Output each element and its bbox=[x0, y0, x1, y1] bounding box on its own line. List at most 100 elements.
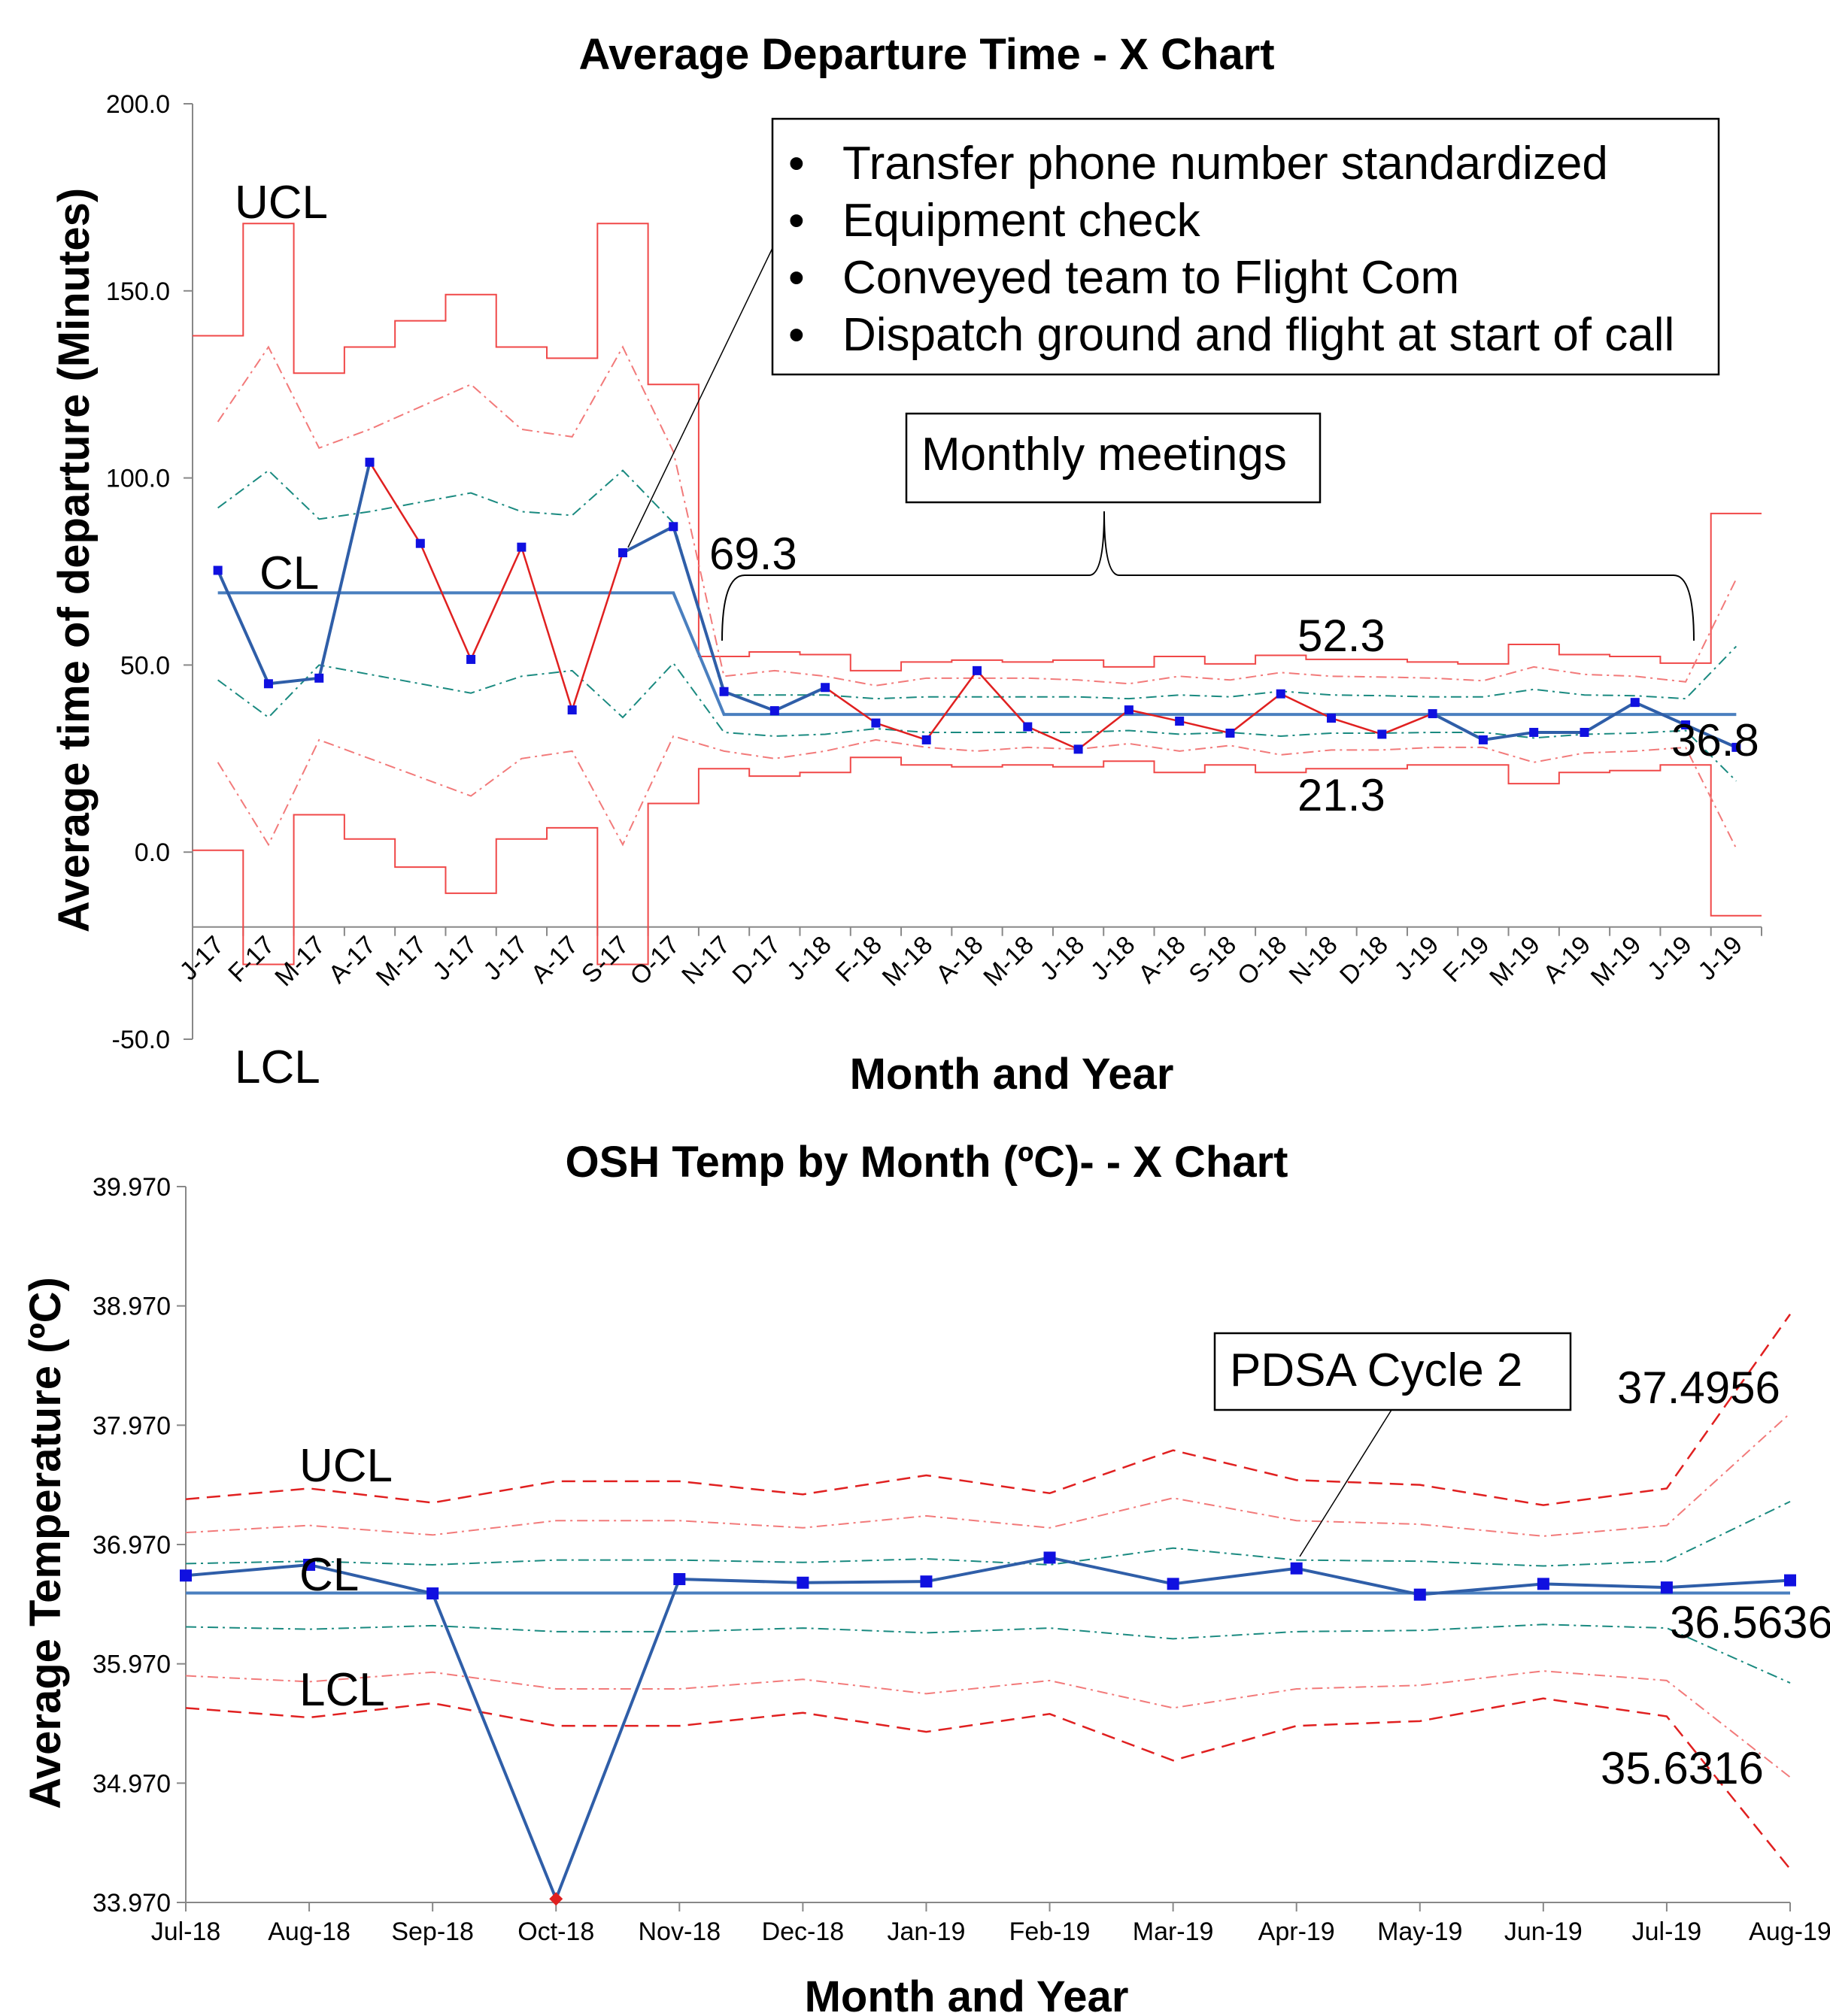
departure-callout-list: • Transfer phone number standardized • E… bbox=[788, 138, 1674, 361]
departure-cl-value: 69.3 bbox=[709, 529, 797, 579]
data-point bbox=[1073, 744, 1083, 754]
y-tick-label: 34.970 bbox=[93, 1769, 171, 1798]
data-segment bbox=[1027, 726, 1079, 750]
data-segment bbox=[419, 543, 472, 660]
y-tick-label: -50.0 bbox=[112, 1026, 171, 1054]
x-tick-label: J-19 bbox=[1692, 931, 1748, 987]
temperature-y-axis-label: Average Temperature (ºC) bbox=[21, 1277, 70, 1809]
departure-callout-item-4: Dispatch ground and flight at start of c… bbox=[842, 309, 1674, 361]
departure-lcl-label: LCL bbox=[235, 1041, 320, 1093]
data-point bbox=[1290, 1562, 1303, 1575]
data-point bbox=[797, 1576, 809, 1589]
y-tick-label: 35.970 bbox=[93, 1651, 171, 1679]
temperature-data-series bbox=[180, 1551, 1796, 1906]
data-point bbox=[1175, 717, 1185, 726]
x-tick-label: Sep-18 bbox=[391, 1917, 474, 1946]
x-tick-label: J-19 bbox=[1389, 931, 1445, 987]
y-tick-label: 50.0 bbox=[120, 651, 170, 680]
x-tick-label: May-19 bbox=[1377, 1917, 1462, 1946]
y-tick-label: 150.0 bbox=[106, 277, 170, 306]
data-segment bbox=[1179, 720, 1231, 735]
x-tick-label: J-17 bbox=[427, 931, 483, 987]
pdsa-callout-box bbox=[1213, 1332, 1572, 1411]
data-segment bbox=[1685, 723, 1737, 749]
data-point bbox=[567, 705, 577, 715]
data-segment bbox=[268, 676, 320, 686]
x-tick-label: D-17 bbox=[727, 931, 787, 990]
x-tick-label: Oct-18 bbox=[517, 1917, 594, 1946]
data-point bbox=[921, 735, 931, 744]
data-point bbox=[180, 1569, 192, 1582]
data-segment bbox=[1431, 712, 1484, 741]
data-segment bbox=[723, 690, 775, 712]
data-point bbox=[415, 538, 425, 548]
data-point bbox=[365, 457, 375, 467]
departure-callout-item-1: Transfer phone number standardized bbox=[842, 138, 1608, 189]
upper-2sigma-line bbox=[217, 345, 1737, 687]
x-tick-label: D-18 bbox=[1334, 931, 1394, 990]
data-point bbox=[769, 706, 779, 716]
temperature-y-ticks: 39.970 38.970 37.970 36.970 35.970 34.970 33.9… bbox=[93, 1173, 171, 1917]
data-point bbox=[426, 1587, 439, 1600]
data-point bbox=[1023, 722, 1033, 732]
departure-cl-value-2: 36.8 bbox=[1671, 715, 1759, 765]
temperature-lcl-value: 35.6316 bbox=[1601, 1743, 1764, 1793]
x-tick-label: S-18 bbox=[1183, 931, 1242, 990]
data-point bbox=[213, 565, 223, 575]
departure-chart-title: Average Departure Time - X Chart bbox=[578, 30, 1274, 79]
temperature-axes bbox=[177, 1186, 1791, 1911]
y-tick-label: 38.970 bbox=[93, 1293, 171, 1321]
x-tick-label: Dec-18 bbox=[762, 1917, 845, 1946]
ucl-line bbox=[193, 223, 1762, 671]
departure-y-axis-label: Average time of departure (Minutes) bbox=[50, 188, 99, 932]
x-tick-label: Jun-19 bbox=[1504, 1917, 1583, 1946]
x-tick-label: J-17 bbox=[478, 931, 533, 987]
data-point bbox=[669, 522, 678, 532]
data-point bbox=[1537, 1578, 1549, 1590]
data-point bbox=[1413, 1588, 1426, 1601]
x-tick-label: Aug-19 bbox=[1749, 1917, 1830, 1946]
x-tick-label: Aug-18 bbox=[268, 1917, 351, 1946]
departure-ucl-value: 52.3 bbox=[1297, 611, 1385, 661]
x-tick-label: M-17 bbox=[269, 931, 331, 993]
data-segment bbox=[1128, 708, 1180, 723]
data-segment bbox=[317, 462, 372, 679]
y-tick-label: 33.970 bbox=[93, 1889, 171, 1917]
pdsa-callout-label: PDSA Cycle 2 bbox=[1230, 1345, 1522, 1396]
data-segment bbox=[925, 670, 979, 741]
data-segment bbox=[1229, 693, 1282, 734]
x-tick-label: Jul-18 bbox=[151, 1917, 221, 1946]
departure-callout-item-3: Conveyed team to Flight Com bbox=[842, 252, 1459, 304]
x-tick-label: A-17 bbox=[526, 931, 584, 990]
data-point bbox=[1276, 689, 1285, 699]
data-point bbox=[821, 683, 830, 693]
x-tick-label: N-17 bbox=[676, 931, 736, 990]
data-point bbox=[1043, 1551, 1056, 1564]
temperature-cl-value: 36.5636 bbox=[1670, 1597, 1830, 1648]
x-tick-label: Jan-19 bbox=[887, 1917, 965, 1946]
data-segment bbox=[369, 462, 421, 544]
departure-callout-pointer bbox=[627, 247, 773, 548]
temperature-chart: OSH Temp by Month (ºC)- - X Chart Month … bbox=[21, 1138, 1830, 2016]
data-segment bbox=[571, 552, 624, 711]
ucl-line bbox=[185, 1314, 1792, 1506]
data-point bbox=[1529, 727, 1539, 737]
data-point bbox=[314, 673, 324, 683]
data-point bbox=[871, 718, 881, 728]
data-point bbox=[973, 665, 982, 675]
data-segment bbox=[1381, 712, 1434, 735]
data-point bbox=[1580, 727, 1589, 737]
departure-ucl-label: UCL bbox=[235, 177, 328, 229]
data-segment bbox=[622, 525, 675, 554]
y-tick-label: 100.0 bbox=[106, 465, 170, 493]
x-tick-label: M-18 bbox=[978, 931, 1039, 993]
data-point bbox=[1377, 729, 1387, 739]
x-tick-label: S-17 bbox=[576, 931, 635, 990]
lower-1sigma-line bbox=[217, 662, 1737, 782]
bullet-icon: • bbox=[788, 252, 805, 304]
lcl-line bbox=[193, 756, 1762, 966]
data-point bbox=[618, 548, 627, 558]
data-point bbox=[719, 687, 729, 696]
x-tick-label: N-18 bbox=[1284, 931, 1343, 990]
data-point bbox=[303, 1558, 316, 1571]
